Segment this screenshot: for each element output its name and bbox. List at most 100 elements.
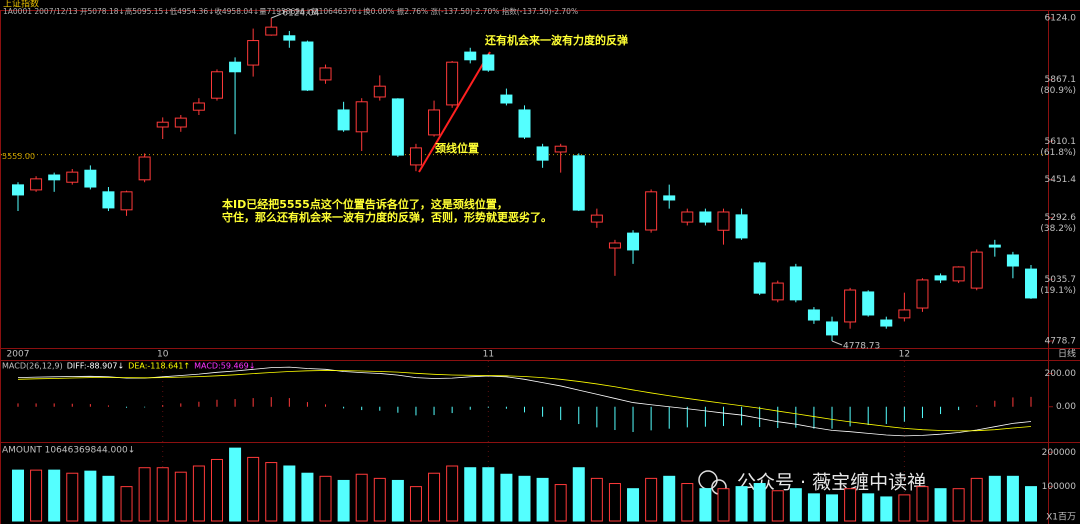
volume-bar	[210, 458, 223, 522]
candle-body	[373, 85, 386, 98]
macd-y-tick-label: 200.00	[1045, 369, 1077, 379]
volume-bar	[590, 477, 603, 522]
candle-body	[898, 309, 911, 319]
candle-body	[572, 155, 585, 211]
chart-title: 上证指数	[3, 0, 39, 10]
candle-body	[84, 169, 97, 188]
candle-body	[66, 171, 79, 183]
high-label: 6124.04	[282, 8, 319, 18]
volume-bar	[156, 467, 169, 522]
candle-body	[482, 54, 495, 71]
macd-y-tick-label: 0.00	[1056, 402, 1076, 412]
volume-bar	[735, 486, 748, 522]
volume-bar	[355, 473, 368, 522]
candle-body	[916, 279, 929, 309]
macd-legend: DEA:-118.641↑	[128, 362, 190, 371]
candle-body	[608, 242, 621, 249]
candle-body	[192, 102, 205, 111]
volume-bar	[771, 490, 784, 522]
x-tick-label: 12	[899, 350, 910, 360]
annotation-arrow	[418, 51, 491, 173]
candle-body	[174, 117, 187, 128]
volume-bar	[283, 465, 296, 522]
volume-bar	[554, 484, 567, 522]
candle-body	[862, 291, 875, 316]
y-tick-note: (80.9%)	[1040, 86, 1076, 96]
volume-bar	[789, 488, 802, 522]
volume-bar	[446, 465, 459, 522]
volume-bar	[645, 477, 658, 522]
y-tick-note: (19.1%)	[1040, 286, 1076, 296]
volume-bar	[66, 472, 79, 522]
volume-bar	[572, 467, 585, 522]
volume-bar	[1025, 486, 1037, 522]
annotation: 本ID已经把5555点这个位置告诉各位了，这是颈线位置，	[222, 197, 508, 211]
candle-body	[753, 262, 766, 294]
candle-body	[156, 121, 169, 128]
volume-bar	[30, 469, 43, 522]
candle-body	[428, 109, 441, 136]
candle-body	[30, 178, 43, 191]
period-label: 日线	[1058, 348, 1076, 360]
volume-bar	[48, 469, 61, 522]
volume-bar	[319, 475, 332, 522]
volume-bar	[608, 483, 621, 522]
volume-bar	[952, 488, 965, 522]
volume-bar	[518, 475, 531, 522]
volume-bar	[880, 496, 893, 522]
volume-bar	[1006, 475, 1019, 522]
volume-bar	[753, 483, 766, 522]
volume-bar	[627, 488, 640, 522]
volume-y-tick-label: 100000	[1042, 482, 1077, 492]
annotation: 颈线位置	[435, 141, 479, 155]
macd-legend: MACD:59.469↓	[194, 362, 255, 371]
candle-body	[1025, 268, 1037, 299]
volume-bar	[12, 469, 24, 522]
macd-legend: MACD(26,12,9)	[2, 362, 63, 371]
volume-bar	[482, 467, 495, 522]
candle-body	[229, 61, 242, 73]
candle-body	[12, 184, 24, 196]
candle-body	[500, 94, 513, 104]
candle-body	[1006, 254, 1019, 267]
volume-bar	[536, 477, 549, 522]
watermark-text: 公众号 · 薇宝缠中读禅	[737, 472, 926, 494]
volume-bar	[970, 477, 983, 522]
candle-body	[102, 191, 115, 209]
y-tick-label: 5035.7	[1045, 275, 1077, 285]
candle-body	[826, 321, 839, 336]
volume-bar	[229, 447, 242, 522]
volume-bar	[174, 471, 187, 522]
volume-bar	[247, 456, 260, 522]
candle-body	[554, 145, 567, 153]
volume-bar	[862, 493, 875, 522]
candle-body	[518, 109, 531, 138]
macd-dea-line	[17, 370, 1032, 432]
candle-body	[699, 211, 712, 223]
volume-bar	[988, 475, 1001, 522]
y-tick-note: (38.2%)	[1040, 224, 1076, 234]
candle-body	[663, 195, 676, 201]
candle-body	[247, 40, 260, 66]
candle-body	[880, 319, 893, 327]
candle-body	[590, 214, 603, 223]
volume-bar	[102, 475, 115, 522]
frame	[0, 10, 1080, 524]
volume-bar	[916, 486, 929, 522]
x-tick-label: 11	[483, 350, 494, 360]
info-line: 1A0001 2007/12/13 开5078.18↓高5095.15↓低495…	[3, 6, 578, 16]
annotation: 还有机会来一波有力度的反弹	[484, 33, 628, 47]
annotation: 守住，那么还有机会来一波有力度的反弹，否则，形势就更恶劣了。	[222, 210, 552, 224]
candle-body	[717, 211, 730, 231]
volume-bar	[844, 488, 857, 522]
y-tick-label: 4778.7	[1045, 336, 1077, 346]
candle-body	[952, 266, 965, 282]
volume-bar	[826, 494, 839, 522]
candle-body	[771, 282, 784, 301]
candle-body	[138, 156, 151, 181]
neckline-label: 5555.00	[2, 152, 35, 161]
x-tick-label: 2007	[7, 350, 30, 360]
